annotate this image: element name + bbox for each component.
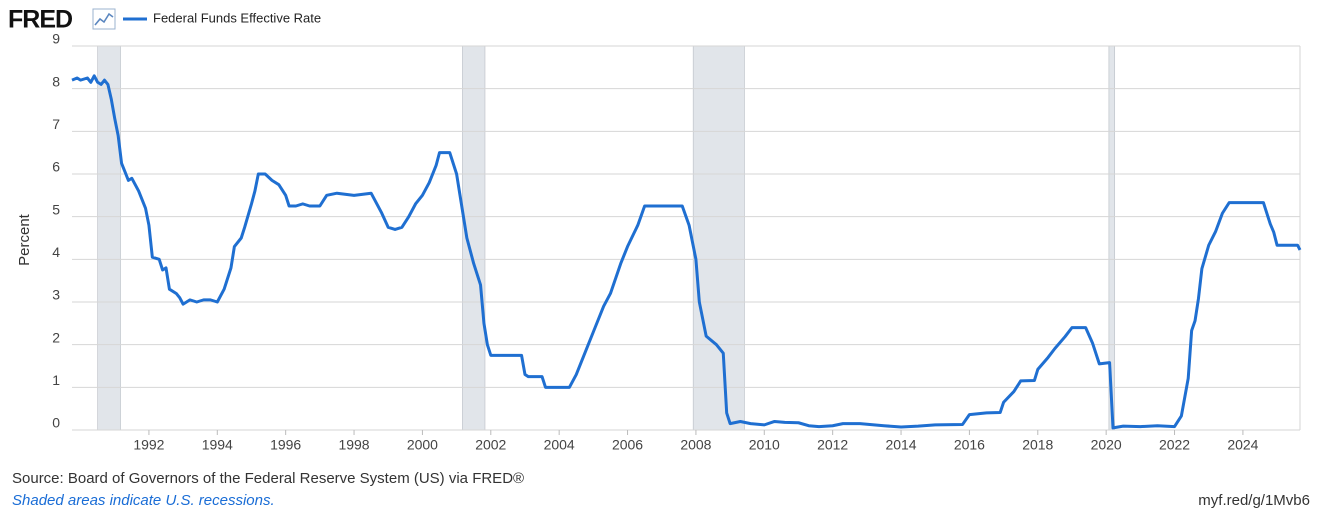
x-tick-label: 2010 xyxy=(749,437,780,453)
short-url: myf.red/g/1Mvb6 xyxy=(1198,492,1310,509)
x-tick-label: 2022 xyxy=(1159,437,1190,453)
x-tick-label: 2020 xyxy=(1091,437,1122,453)
y-tick-label: 1 xyxy=(52,372,60,388)
recession-band xyxy=(97,45,121,431)
source: Source: Board of Governors of the Federa… xyxy=(12,470,524,487)
y-tick-label: 6 xyxy=(52,159,60,175)
x-tick-label: 1992 xyxy=(133,437,164,453)
x-tick-label: 2008 xyxy=(680,437,711,453)
recession-band xyxy=(692,45,745,431)
y-tick-label: 4 xyxy=(52,244,60,260)
x-tick-label: 2006 xyxy=(612,437,643,453)
x-tick-label: 1996 xyxy=(270,437,301,453)
x-tick-label: 2014 xyxy=(885,437,916,453)
y-tick-label: 3 xyxy=(52,287,60,303)
legend-label: Federal Funds Effective Rate xyxy=(153,10,321,25)
x-tick-label: 2002 xyxy=(475,437,506,453)
x-tick-label: 2000 xyxy=(407,437,438,453)
y-tick-label: 9 xyxy=(52,31,60,47)
y-tick-label: 2 xyxy=(52,329,60,345)
x-tick-label: 2024 xyxy=(1227,437,1258,453)
y-tick-label: 0 xyxy=(52,415,60,431)
y-tick-label: 7 xyxy=(52,116,60,132)
x-tick-label: 2004 xyxy=(544,437,575,453)
x-tick-label: 2012 xyxy=(817,437,848,453)
x-tick-label: 1994 xyxy=(202,437,233,453)
x-tick-label: 2018 xyxy=(1022,437,1053,453)
x-tick-label: 2016 xyxy=(954,437,985,453)
y-tick-label: 8 xyxy=(52,73,60,89)
series-line xyxy=(71,74,1302,430)
logo: FRED xyxy=(8,6,72,34)
y-axis-label: Percent xyxy=(16,213,33,266)
recession-note: Shaded areas indicate U.S. recessions. xyxy=(12,492,275,509)
x-tick-label: 1998 xyxy=(338,437,369,453)
y-tick-label: 5 xyxy=(52,201,60,217)
logo-icon xyxy=(92,8,116,30)
